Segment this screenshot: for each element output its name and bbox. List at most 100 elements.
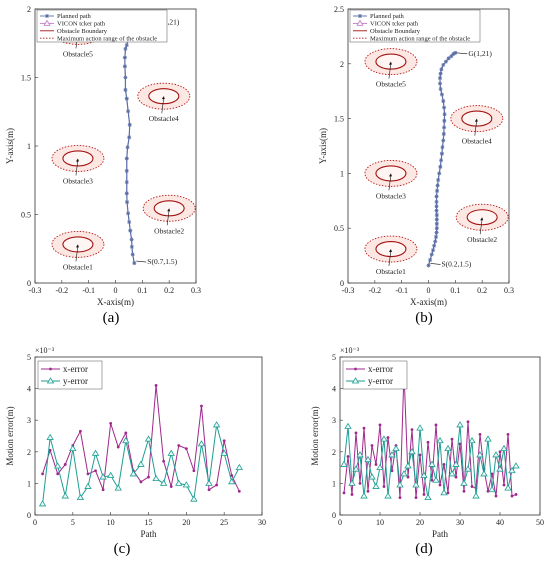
data-point [416, 424, 424, 431]
path-point [438, 76, 443, 81]
data-point [452, 460, 460, 467]
data-point [212, 421, 221, 428]
data-point [424, 493, 432, 501]
path-point [123, 46, 128, 51]
legend: x-error y-error [37, 360, 103, 390]
goal-arrow [456, 52, 468, 55]
data-point [418, 453, 422, 457]
data-point [376, 463, 384, 470]
y-tick-label: 1.5 [334, 115, 344, 124]
data-point [400, 470, 408, 477]
path-point [438, 81, 443, 86]
path-point [438, 87, 443, 92]
data-point [506, 433, 510, 436]
legend-entry: y-error [368, 376, 393, 386]
path-point [439, 67, 444, 72]
obstacle-arrowhead [75, 158, 79, 162]
data-point [129, 470, 138, 477]
obstacle-label: Obstacle3 [63, 176, 93, 185]
legend-marker [43, 19, 51, 26]
y-exponent-label: ×10⁻³ [35, 346, 55, 355]
data-point [466, 420, 470, 424]
data-point [426, 440, 430, 444]
data-point [205, 479, 213, 486]
data-point [169, 485, 173, 488]
obstacle-arrowhead [388, 249, 392, 253]
obstacle-arrow [479, 218, 483, 235]
path-point [122, 55, 127, 60]
obstacle-label: Obstacle4 [149, 114, 179, 123]
obstacle-arrow [166, 209, 170, 226]
y-tick-label: 0.5 [334, 224, 344, 233]
data-point [444, 444, 452, 452]
obstacle-label: Obstacle3 [376, 191, 406, 200]
x-tick-label: 0 [427, 286, 431, 295]
data-point [192, 469, 196, 473]
x-tick-label: 30 [456, 518, 464, 527]
path-point [451, 51, 456, 56]
data-point [41, 472, 44, 476]
data-point [420, 471, 428, 478]
legend-marker [49, 367, 52, 371]
obstacle-label: Obstacle4 [462, 137, 492, 146]
path-point [434, 208, 439, 213]
error-chart-d: 0 10 20 30 40 50 0 1 2 3 4 5 Path Motion error(m) ×10⁻… [310, 346, 544, 539]
path-point [434, 221, 439, 226]
data-point [38, 500, 47, 507]
obstacle-obstacle1: Obstacle1 [364, 235, 418, 276]
data-point [86, 472, 90, 476]
obstacle-label: Obstacle1 [63, 262, 93, 271]
data-point [380, 435, 388, 442]
data-point [340, 460, 348, 467]
obstacle-arrowhead [480, 217, 484, 221]
path-chart-a: -0.3 -0.2 -0.1 0 0.1 0.2 0.3 0 0.5 1 1.5 2 X-axis(m)… [5, 5, 201, 307]
obstacle-obstacle2: Obstacle2 [455, 203, 509, 244]
data-point [46, 433, 54, 440]
path-point [125, 200, 130, 205]
data-point [382, 485, 386, 488]
path-point [129, 237, 134, 242]
legend: x-error y-error [342, 360, 408, 390]
x-axis-label: Path [140, 529, 157, 539]
data-point [392, 444, 400, 452]
obstacle-obstacle3: Obstacle3 [51, 145, 105, 185]
data-point [464, 465, 472, 472]
data-point [454, 475, 458, 479]
y-tick-label: 3 [27, 416, 31, 425]
path-point [434, 234, 439, 239]
y-tick-label: 5 [27, 353, 31, 362]
x-tick-label: 30 [258, 518, 266, 527]
data-point [162, 459, 166, 463]
y-tick-label: 1 [27, 142, 31, 151]
path-point [435, 188, 440, 193]
y-exponent-label: ×10⁻³ [340, 346, 360, 355]
path-point [434, 230, 439, 235]
y-tick-label: 4 [27, 385, 31, 394]
path-point [441, 62, 446, 67]
x-tick-label: -0.2 [368, 286, 381, 295]
vicon-tracker-path [124, 21, 144, 264]
data-point [348, 479, 356, 486]
data-point [56, 472, 60, 476]
data-point [500, 444, 508, 452]
obstacle-arrowhead [388, 173, 392, 177]
obstacle-obstacle3: Obstacle3 [364, 159, 418, 200]
y-tick-label: 1 [27, 479, 31, 488]
data-point [504, 484, 512, 491]
data-point [502, 483, 506, 487]
y-tick-label: 1 [332, 479, 336, 488]
data-point [69, 444, 77, 452]
x-tick-label: 0.1 [450, 286, 460, 295]
data-point [372, 482, 380, 489]
data-point [476, 451, 484, 458]
obstacle-arrow [388, 62, 392, 79]
path-point [128, 228, 133, 233]
obstacle-arrowhead [161, 96, 165, 100]
data-point [190, 495, 198, 502]
path-point [127, 219, 132, 224]
path-point [433, 239, 438, 244]
data-point [404, 462, 412, 469]
obstacle-arrow [75, 159, 79, 176]
y-tick-label: 2.5 [334, 5, 344, 14]
